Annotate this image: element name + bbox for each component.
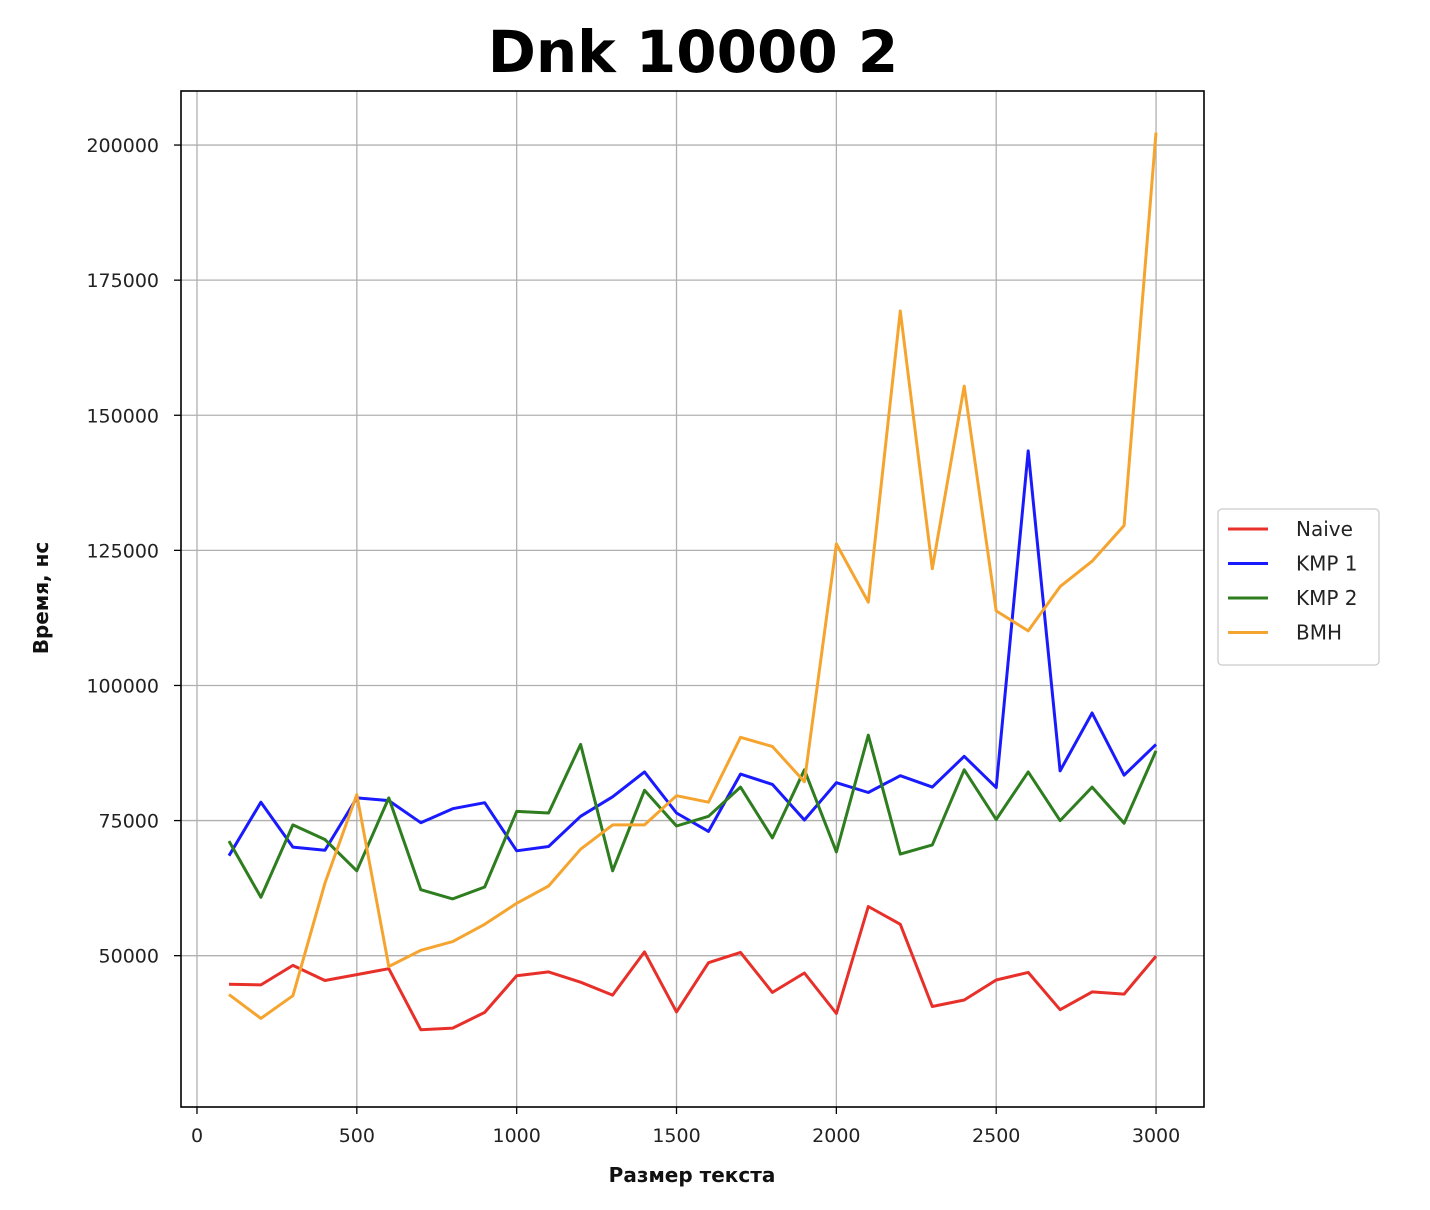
series-line-kmp-2 (227, 733, 1158, 901)
x-axis-label: Размер текста (609, 1163, 776, 1187)
y-tick-label: 75000 (99, 811, 159, 833)
series-line-naive (228, 905, 1158, 1032)
x-axis: 0 500 1000 1500 2000 2500 3000 (191, 1107, 1180, 1147)
x-tick-label: 0 (191, 1125, 203, 1147)
plot-frame (180, 90, 1205, 1108)
y-tick-label: 125000 (86, 540, 159, 562)
legend: Naive KMP 1 KMP 2 BMH (1217, 508, 1380, 666)
x-tick-label: 500 (339, 1125, 375, 1147)
x-tick-label: 3000 (1132, 1125, 1180, 1147)
chart-title: Dnk 10000 2 (488, 18, 899, 86)
x-tick-label: 1500 (652, 1125, 700, 1147)
legend-label-kmp-2: KMP 2 (1296, 586, 1358, 610)
y-tick-label: 50000 (99, 946, 159, 968)
x-tick-label: 2500 (972, 1125, 1020, 1147)
y-tick-label: 150000 (86, 405, 159, 427)
x-tick-label: 2000 (812, 1125, 860, 1147)
legend-label-bmh: BMH (1296, 621, 1342, 645)
legend-label-kmp-1: KMP 1 (1296, 552, 1358, 576)
y-axis: 50000 75000 100000 125000 150000 175000 200000 (86, 135, 181, 968)
series-layer (227, 132, 1158, 1032)
x-tick-label: 1000 (492, 1125, 540, 1147)
legend-label-naive: Naive (1296, 517, 1353, 541)
series-line-bmh (228, 132, 1158, 1020)
y-tick-label: 200000 (86, 135, 159, 157)
legend-box (1217, 508, 1380, 666)
grid-lines (181, 91, 1204, 1107)
y-tick-label: 100000 (86, 675, 159, 697)
y-tick-label: 175000 (86, 270, 159, 292)
series-line-kmp-1 (227, 449, 1158, 857)
y-axis-label: Время, нс (29, 542, 53, 655)
